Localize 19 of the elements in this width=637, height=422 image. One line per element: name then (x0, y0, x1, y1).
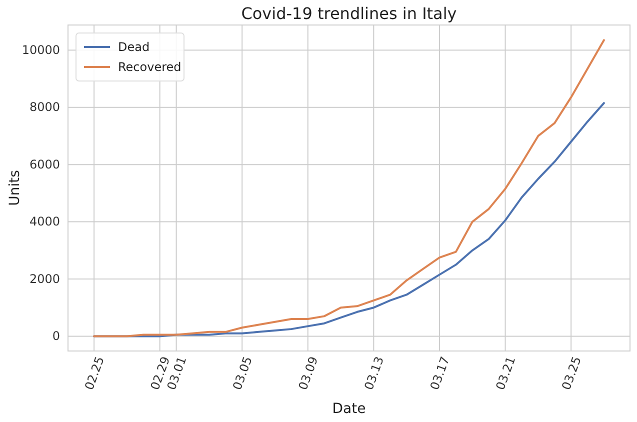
legend-label: Dead (118, 40, 150, 54)
x-axis-title: Date (332, 401, 366, 417)
y-tick-label: 6000 (29, 157, 60, 172)
chart-title: Covid-19 trendlines in Italy (241, 4, 457, 23)
x-tick-label: 03.09 (296, 354, 321, 392)
x-tick-label: 03.05 (230, 354, 255, 392)
line-series (93, 39, 605, 338)
y-tick-label: 4000 (29, 214, 60, 229)
x-tick-label: 03.21 (493, 354, 518, 392)
y-tick-label: 8000 (29, 100, 60, 114)
y-axis-title: Units (7, 170, 23, 206)
x-tick-label: 03.13 (362, 354, 387, 392)
legend-label: Recovered (118, 60, 182, 74)
y-tick-label: 10000 (22, 42, 60, 57)
x-tick-label: 03.25 (559, 354, 584, 392)
x-tick-label: 03.17 (427, 354, 452, 392)
y-tick-label: 2000 (29, 272, 60, 286)
x-tick-label: 02.25 (82, 354, 107, 392)
y-tick-label: 0 (52, 329, 60, 344)
